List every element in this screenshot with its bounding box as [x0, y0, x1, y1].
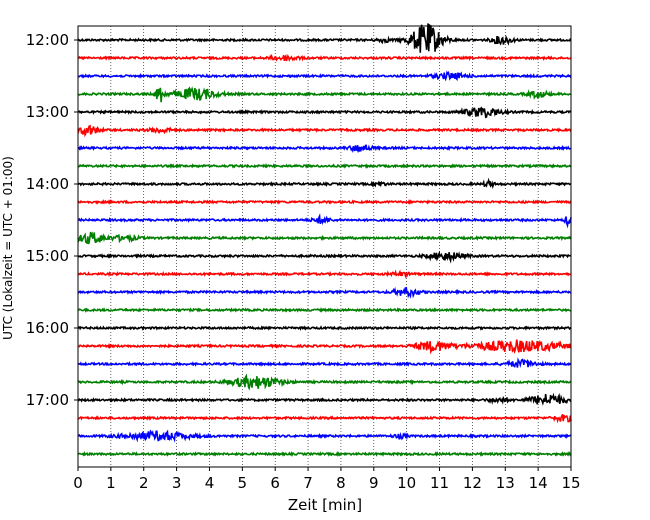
- x-tick-label: 14: [529, 474, 548, 492]
- x-axis-label: Zeit [min]: [288, 496, 362, 514]
- x-tick-label: 13: [496, 474, 515, 492]
- y-tick-label: 15:00: [26, 247, 69, 265]
- trace-1745: [77, 450, 572, 457]
- trace-1515: [77, 269, 572, 279]
- x-axis: 0 1 2 3 4 5 6 7 8 9 10 11 12 13 14 15: [73, 467, 581, 492]
- trace-1630: [77, 357, 572, 368]
- trace-1215: [77, 53, 572, 63]
- trace-1430: [77, 213, 572, 229]
- trace-1200: [77, 23, 572, 53]
- y-tick-label: 17:00: [26, 391, 69, 409]
- trace-1230: [77, 70, 572, 82]
- y-axis-label: UTC (Lokalzeit = UTC + 01:00): [1, 156, 15, 340]
- y-tick-label: 16:00: [26, 319, 69, 337]
- x-tick-label: 3: [172, 474, 182, 492]
- trace-1730: [77, 429, 572, 443]
- x-tick-label: 7: [303, 474, 313, 492]
- trace-1600: [77, 325, 572, 331]
- y-tick-label: 12:00: [26, 31, 69, 49]
- trace-1545: [78, 307, 572, 313]
- x-tick-label: 6: [270, 474, 280, 492]
- x-tick-label: 8: [336, 474, 346, 492]
- x-tick-label: 1: [106, 474, 116, 492]
- y-tick-label: 14:00: [26, 175, 69, 193]
- trace-1245: [77, 86, 572, 103]
- trace-1445: [77, 231, 572, 245]
- x-tick-label: 11: [430, 474, 449, 492]
- trace-1345: [77, 162, 572, 170]
- x-tick-label: 9: [369, 474, 379, 492]
- trace-1415: [77, 198, 572, 206]
- x-tick-label: 0: [73, 474, 83, 492]
- trace-1530: [77, 286, 572, 299]
- trace-1615: [77, 339, 572, 355]
- x-tick-label: 2: [139, 474, 149, 492]
- x-tick-label: 5: [238, 474, 248, 492]
- trace-1300: [77, 106, 572, 119]
- trace-1500: [77, 250, 572, 264]
- trace-1315: [77, 124, 572, 138]
- x-tick-label: 12: [463, 474, 482, 492]
- trace-1330: [77, 144, 572, 154]
- trace-series: [77, 23, 572, 457]
- plot-frame: [77, 25, 572, 468]
- y-axis: 12:00 13:00 14:00 15:00 16:00 17:00: [26, 31, 78, 409]
- x-tick-label: 15: [561, 474, 580, 492]
- trace-1400: [77, 177, 572, 190]
- trace-1700: [77, 392, 572, 406]
- x-tick-label: 4: [205, 474, 215, 492]
- x-tick-label: 10: [397, 474, 416, 492]
- trace-1715: [77, 413, 572, 424]
- trace-1645: [77, 373, 572, 391]
- y-tick-label: 13:00: [26, 103, 69, 121]
